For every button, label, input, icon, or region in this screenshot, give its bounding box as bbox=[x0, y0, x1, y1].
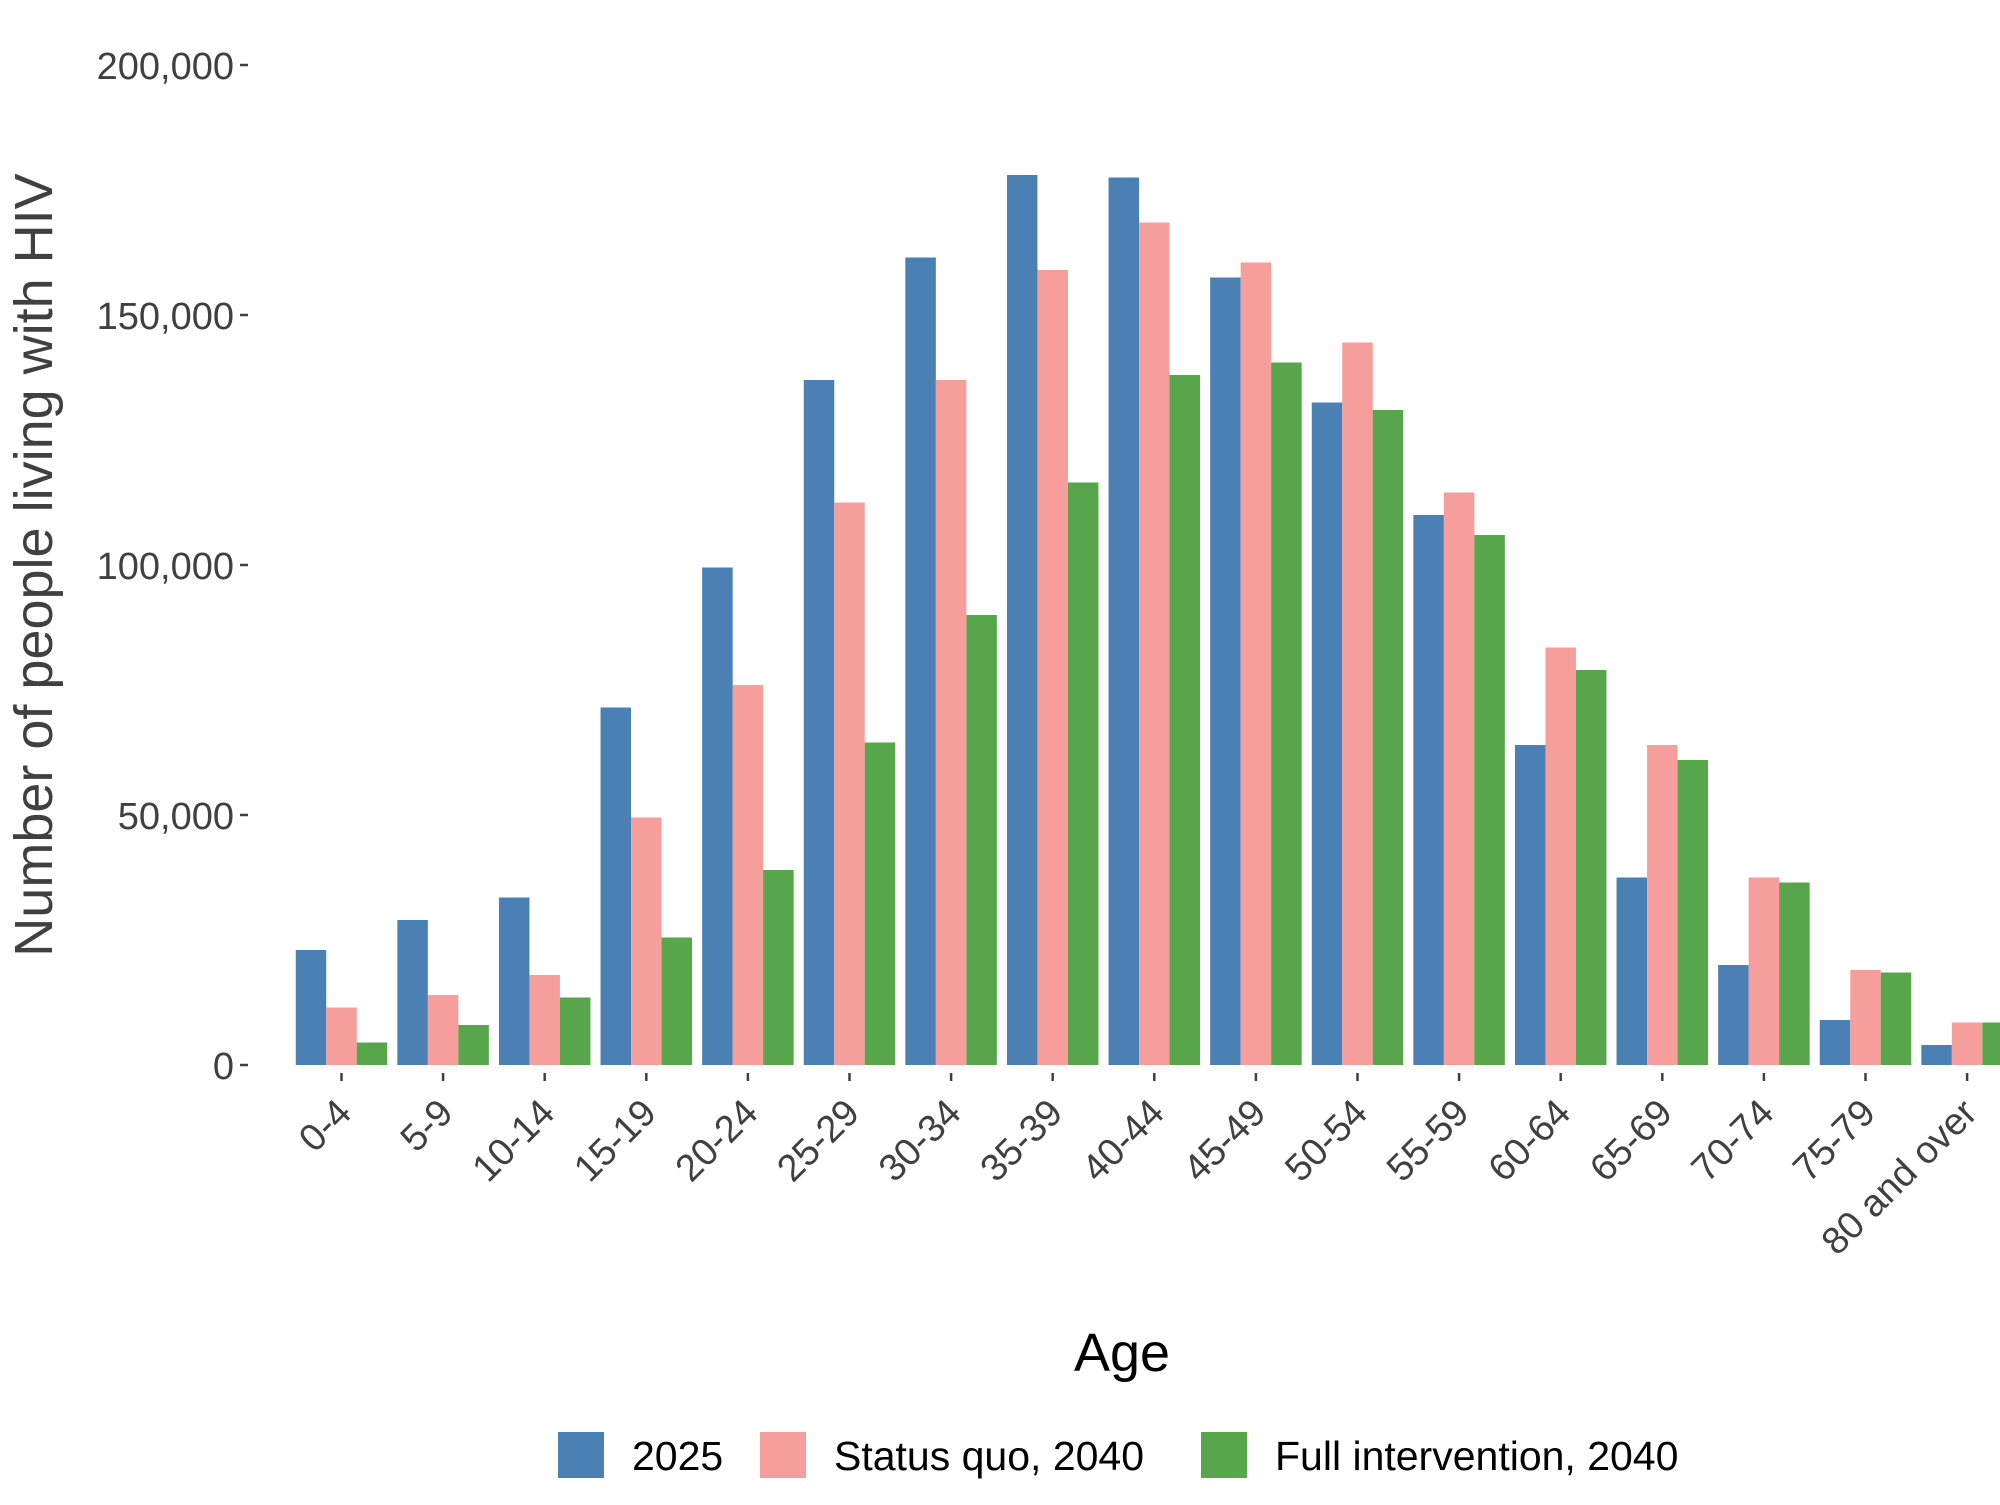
y-axis-label: Number of people living with HIV bbox=[4, 173, 64, 956]
x-tick-label: 50-54 bbox=[1277, 1092, 1375, 1190]
bar-full-intervention-2040-50-54 bbox=[1372, 410, 1404, 1065]
bar-status-quo-2040-0-4 bbox=[326, 1007, 357, 1065]
bar-full-intervention-2040-20-24 bbox=[763, 870, 794, 1065]
y-tick-label: 50,000 bbox=[118, 796, 234, 838]
x-tick-label: 65-69 bbox=[1582, 1092, 1680, 1190]
bar-status-quo-2040-45-49 bbox=[1240, 262, 1272, 1065]
bar-status-quo-2040-60-64 bbox=[1545, 647, 1576, 1065]
bar-full-intervention-2040-45-49 bbox=[1271, 362, 1302, 1065]
bar-2025-50-54 bbox=[1311, 402, 1343, 1065]
bar-status-quo-2040-55-59 bbox=[1443, 492, 1475, 1065]
bar-status-quo-2040-20-24 bbox=[732, 685, 764, 1065]
bar-full-intervention-2040-25-29 bbox=[864, 742, 896, 1065]
bar-status-quo-2040-40-44 bbox=[1139, 222, 1170, 1065]
bar-status-quo-2040-65-69 bbox=[1647, 745, 1678, 1065]
bar-status-quo-2040-35-39 bbox=[1037, 270, 1068, 1065]
x-tick-label: 55-59 bbox=[1379, 1092, 1477, 1190]
bar-2025-0-4 bbox=[295, 950, 327, 1065]
x-tick-label: 60-64 bbox=[1481, 1092, 1579, 1190]
bar-status-quo-2040-80-and-over bbox=[1951, 1022, 1983, 1065]
x-tick-label: 5-9 bbox=[393, 1092, 462, 1161]
x-tick-label: 10-14 bbox=[465, 1092, 563, 1190]
x-tick-label: 70-74 bbox=[1684, 1092, 1782, 1190]
bar-2025-60-64 bbox=[1514, 745, 1546, 1065]
bar-2025-65-69 bbox=[1616, 877, 1648, 1065]
legend-label: 2025 bbox=[632, 1433, 723, 1479]
bar-2025-5-9 bbox=[397, 920, 428, 1065]
bar-full-intervention-2040-80-and-over bbox=[1982, 1022, 2000, 1065]
x-tick-label: 0-4 bbox=[291, 1092, 360, 1161]
legend: 2025 Status quo, 2040 Full intervention, 2… bbox=[558, 1432, 1678, 1479]
y-axis: 0 50,000 100,000 150,000 200,000 bbox=[97, 46, 248, 1088]
legend-label: Full intervention, 2040 bbox=[1275, 1433, 1678, 1479]
bar-2025-80-and-over bbox=[1921, 1045, 1952, 1065]
bar-full-intervention-2040-30-34 bbox=[966, 615, 997, 1065]
bar-full-intervention-2040-40-44 bbox=[1169, 375, 1201, 1065]
bar-2025-45-49 bbox=[1210, 277, 1241, 1065]
y-tick-label: 100,000 bbox=[97, 546, 234, 588]
bar-2025-40-44 bbox=[1108, 177, 1140, 1065]
legend-swatch bbox=[760, 1432, 806, 1478]
bar-status-quo-2040-70-74 bbox=[1748, 877, 1780, 1065]
bar-2025-30-34 bbox=[905, 257, 936, 1065]
legend-swatch bbox=[1201, 1432, 1247, 1478]
bar-2025-20-24 bbox=[702, 567, 733, 1065]
x-tick-label: 45-49 bbox=[1176, 1092, 1274, 1190]
x-tick-label: 30-34 bbox=[871, 1092, 969, 1190]
x-tick-label: 20-24 bbox=[668, 1092, 766, 1190]
bar-full-intervention-2040-10-14 bbox=[559, 997, 591, 1065]
y-tick-label: 200,000 bbox=[97, 46, 234, 88]
bar-status-quo-2040-50-54 bbox=[1342, 342, 1373, 1065]
bar-full-intervention-2040-60-64 bbox=[1575, 670, 1607, 1065]
bar-full-intervention-2040-35-39 bbox=[1067, 482, 1099, 1065]
x-axis: 0-4 5-9 10-14 15-19 20-24 25-29 30-34 35-39 40-4… bbox=[291, 1073, 1986, 1263]
bar-status-quo-2040-10-14 bbox=[529, 975, 560, 1065]
x-tick-label: 35-39 bbox=[973, 1092, 1071, 1190]
bar-2025-70-74 bbox=[1718, 965, 1749, 1065]
bar-status-quo-2040-75-79 bbox=[1850, 970, 1881, 1065]
bar-2025-10-14 bbox=[498, 897, 530, 1065]
bar-status-quo-2040-15-19 bbox=[631, 817, 662, 1065]
bars bbox=[295, 175, 2000, 1065]
x-tick-label: 15-19 bbox=[566, 1092, 664, 1190]
x-axis-label: Age bbox=[1074, 1323, 1170, 1383]
bar-full-intervention-2040-15-19 bbox=[661, 937, 693, 1065]
bar-full-intervention-2040-55-59 bbox=[1474, 535, 1505, 1065]
x-tick-label: 25-29 bbox=[769, 1092, 867, 1190]
bar-full-intervention-2040-75-79 bbox=[1880, 972, 1912, 1065]
legend-swatch bbox=[558, 1432, 604, 1478]
bar-full-intervention-2040-70-74 bbox=[1779, 882, 1810, 1065]
y-tick-label: 0 bbox=[213, 1046, 234, 1088]
bar-2025-55-59 bbox=[1413, 515, 1444, 1065]
bar-full-intervention-2040-0-4 bbox=[356, 1042, 388, 1065]
bar-2025-75-79 bbox=[1819, 1020, 1851, 1065]
bar-status-quo-2040-30-34 bbox=[935, 380, 967, 1065]
bar-status-quo-2040-25-29 bbox=[834, 502, 865, 1065]
bar-2025-25-29 bbox=[803, 380, 835, 1065]
bar-full-intervention-2040-5-9 bbox=[458, 1025, 489, 1065]
bar-2025-35-39 bbox=[1006, 175, 1038, 1065]
bar-full-intervention-2040-65-69 bbox=[1677, 760, 1709, 1065]
x-tick-label: 40-44 bbox=[1074, 1092, 1172, 1190]
y-tick-label: 150,000 bbox=[97, 296, 234, 338]
legend-label: Status quo, 2040 bbox=[834, 1433, 1144, 1479]
bar-status-quo-2040-5-9 bbox=[427, 995, 459, 1065]
x-tick-label: 75-79 bbox=[1785, 1092, 1883, 1190]
bar-2025-15-19 bbox=[600, 707, 632, 1065]
